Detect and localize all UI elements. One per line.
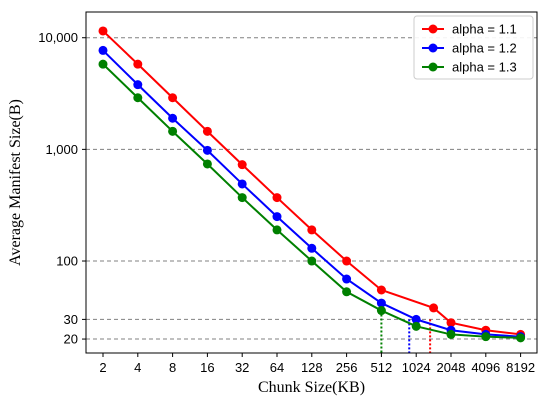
y-axis-label: Average Manifest Size(B) — [7, 99, 24, 266]
data-point — [446, 329, 456, 339]
data-point — [168, 113, 178, 123]
data-point — [168, 126, 178, 136]
x-tick-label: 2048 — [437, 360, 466, 375]
x-tick-label: 4 — [134, 360, 141, 375]
data-point — [202, 126, 212, 136]
y-tick-label: 30 — [64, 312, 78, 327]
data-point — [481, 332, 491, 342]
data-point — [237, 179, 247, 189]
data-point — [272, 193, 282, 203]
data-point — [272, 212, 282, 222]
legend-label: alpha = 1.1 — [452, 22, 517, 37]
x-tick-label: 256 — [336, 360, 358, 375]
legend-marker — [428, 43, 438, 53]
x-tick-label: 64 — [270, 360, 284, 375]
data-point — [307, 225, 317, 235]
x-tick-label: 4096 — [471, 360, 500, 375]
data-point — [376, 285, 386, 295]
x-tick-label: 2 — [99, 360, 106, 375]
data-point — [98, 26, 108, 36]
threshold-markers — [380, 310, 432, 353]
x-tick-label: 16 — [200, 360, 214, 375]
y-tick-label: 10,000 — [38, 30, 78, 45]
x-tick-label: 128 — [301, 360, 323, 375]
series — [98, 59, 526, 343]
y-tick-label: 20 — [64, 332, 78, 347]
legend-box — [413, 15, 534, 80]
series-line — [102, 63, 521, 339]
legend-marker — [428, 62, 438, 72]
x-axis-label: Chunk Size(KB) — [258, 379, 365, 396]
data-point — [98, 59, 108, 69]
x-tick-label: 1024 — [402, 360, 431, 375]
data-point — [307, 243, 317, 253]
legend-label: alpha = 1.2 — [452, 41, 517, 56]
y-tick-label: 100 — [56, 254, 78, 269]
x-tick-label: 32 — [235, 360, 249, 375]
data-point — [168, 93, 178, 103]
data-point — [342, 287, 352, 297]
data-point — [202, 159, 212, 169]
data-point — [98, 45, 108, 55]
legend-label: alpha = 1.3 — [452, 60, 517, 75]
legend: alpha = 1.1 alpha = 1.2 alpha = 1.3 — [413, 15, 534, 80]
y-axis-ticks: 20 30 100 1,000 10,000 — [38, 30, 86, 347]
data-point — [516, 333, 526, 343]
series-lines — [98, 26, 526, 343]
data-point — [446, 318, 456, 328]
data-point — [133, 80, 143, 90]
data-point — [272, 225, 282, 235]
data-point — [202, 145, 212, 155]
legend-marker — [428, 24, 438, 34]
data-point — [376, 298, 386, 308]
series — [98, 45, 526, 342]
y-tick-label: 1,000 — [45, 142, 78, 157]
x-axis-ticks: 2 4 8 16 32 64 128 256 512 1024 2048 4096 8192 — [99, 353, 535, 375]
data-point — [133, 59, 143, 69]
data-point — [237, 160, 247, 170]
grid-lines — [86, 37, 537, 340]
x-tick-label: 8192 — [506, 360, 535, 375]
data-point — [237, 193, 247, 203]
data-point — [411, 314, 421, 324]
data-point — [411, 321, 421, 331]
data-point — [376, 306, 386, 316]
data-point — [429, 303, 439, 313]
data-point — [133, 93, 143, 103]
data-point — [342, 256, 352, 266]
x-tick-label: 512 — [371, 360, 393, 375]
data-point — [342, 274, 352, 284]
x-tick-label: 8 — [169, 360, 176, 375]
series-line — [102, 49, 521, 338]
data-point — [307, 256, 317, 266]
